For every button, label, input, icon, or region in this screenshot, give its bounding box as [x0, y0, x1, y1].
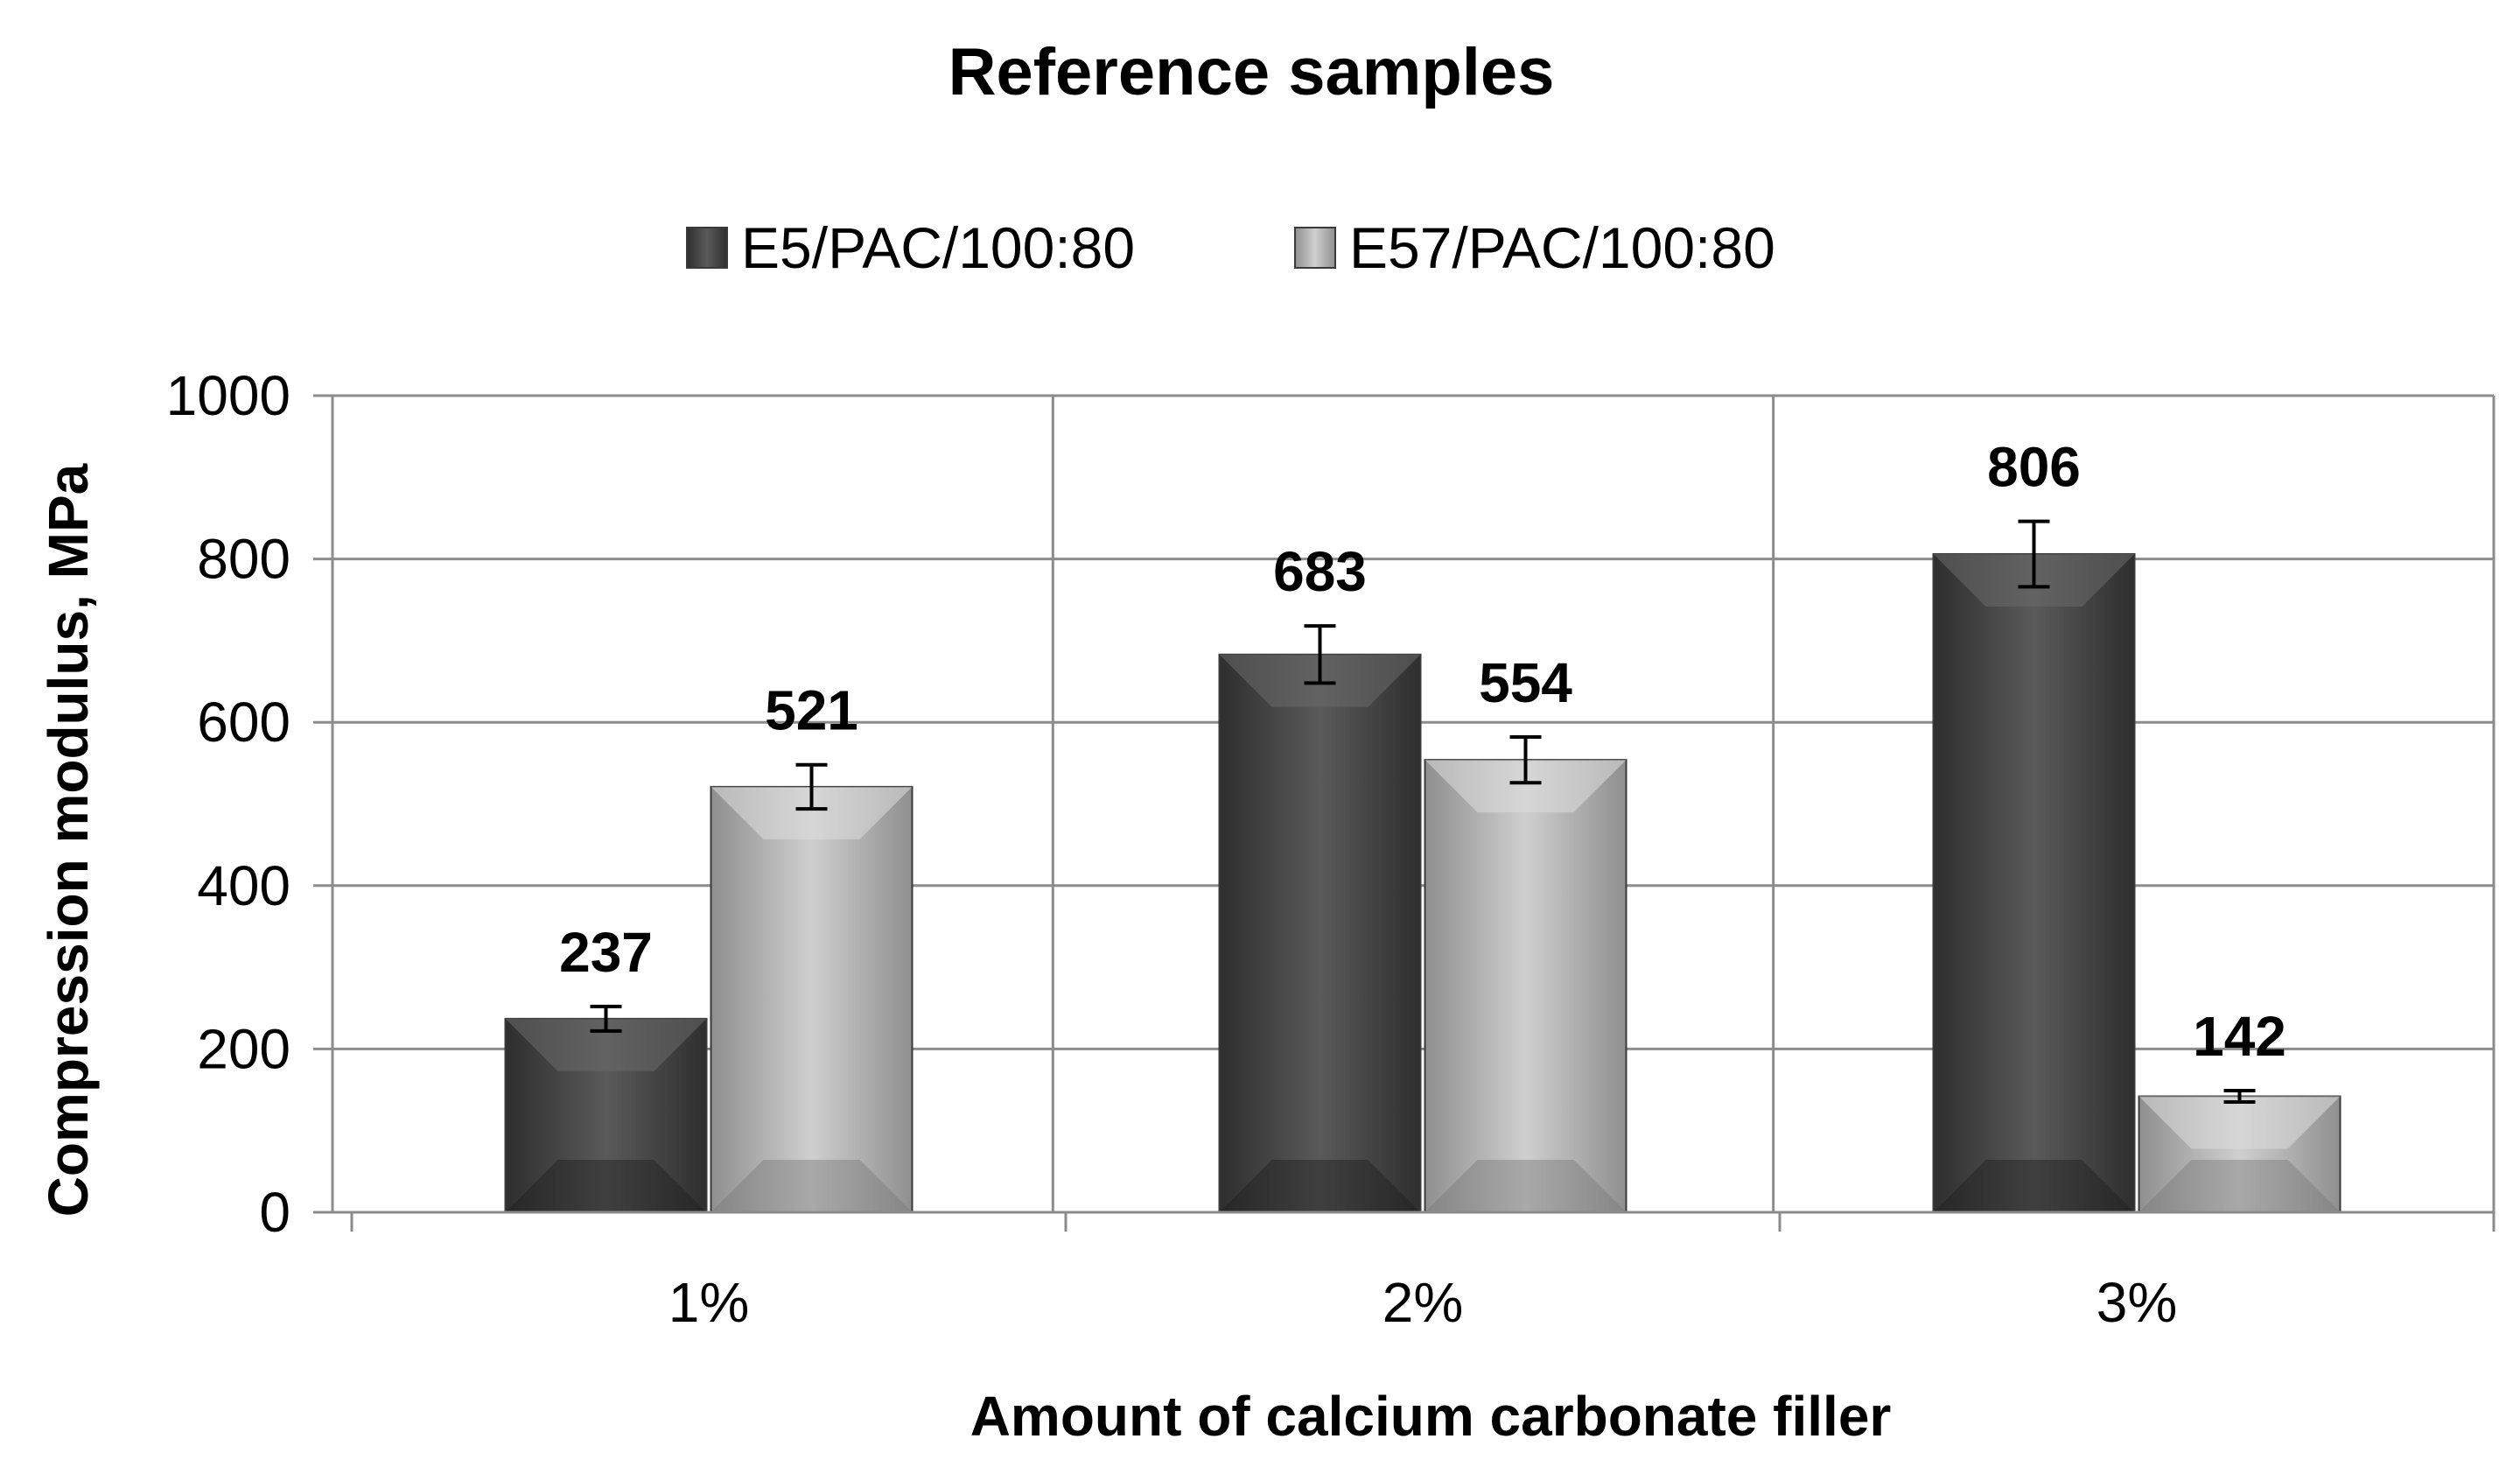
x-axis-ticks: 1% 2% 3% — [332, 1211, 2496, 1334]
bar-2-1% — [710, 785, 914, 1213]
legend-item-2: E57/PAC/100:80 — [1294, 215, 1775, 280]
data-label-1-3%: 806 — [1987, 436, 2081, 499]
bar-bevel-bottom — [2138, 1160, 2341, 1212]
y-axis-label: Compression modulus, MPa — [37, 463, 100, 1217]
error-bar-1-1% — [590, 1004, 622, 1033]
x-tick-label: 1% — [668, 1271, 750, 1334]
y-tick-label: 400 — [197, 854, 290, 917]
bar-1-1% — [504, 1017, 708, 1214]
error-bars — [590, 519, 2256, 1105]
error-bar-2-1% — [795, 762, 828, 811]
data-labels: 237 521 683 554 806 142 — [559, 436, 2286, 1068]
bar-bevel-top — [505, 1018, 707, 1071]
chart-title: Reference samples — [948, 35, 1555, 109]
error-bar-2-3% — [2223, 1088, 2256, 1105]
legend-swatch — [686, 227, 728, 269]
error-bar-2-2% — [1509, 734, 1542, 785]
y-tick-label: 200 — [197, 1017, 290, 1080]
data-label-2-1%: 521 — [765, 679, 858, 742]
bar-bevel-bottom — [505, 1160, 707, 1212]
bars — [504, 553, 2342, 1214]
y-axis-ticks: 0 200 400 600 800 1000 — [166, 364, 332, 1244]
bar-2-3% — [2138, 1095, 2342, 1214]
error-bar-1-2% — [1304, 624, 1336, 685]
legend: E5/PAC/100:80 E57/PAC/100:80 — [686, 215, 1775, 280]
bar-bevel-top — [2138, 1096, 2341, 1149]
legend-label: E5/PAC/100:80 — [741, 215, 1135, 280]
bar-2-2% — [1424, 759, 1628, 1213]
data-label-2-2%: 554 — [1479, 651, 1572, 714]
bar-body — [1218, 653, 1422, 1213]
bar-bevel-bottom — [1219, 1160, 1421, 1212]
x-tick-label: 3% — [2096, 1271, 2178, 1334]
bar-bevel-top — [1424, 760, 1627, 813]
bar-body — [1424, 759, 1628, 1213]
y-tick-label: 1000 — [166, 364, 290, 427]
y-tick-label: 600 — [197, 691, 290, 754]
bar-body — [1932, 553, 2136, 1213]
bar-1-2% — [1218, 653, 1422, 1213]
data-label-1-2%: 683 — [1273, 540, 1367, 603]
legend-swatch — [1294, 227, 1336, 269]
x-axis-label: Amount of calcium carbonate filler — [970, 1385, 1892, 1448]
x-tick-label: 2% — [1382, 1271, 1464, 1334]
y-tick-label: 800 — [197, 528, 290, 591]
y-tick-label: 0 — [259, 1181, 290, 1244]
error-bar-1-3% — [2018, 519, 2050, 589]
bar-bevel-bottom — [710, 1160, 913, 1212]
bar-bevel-bottom — [1933, 1160, 2135, 1212]
data-label-1-1%: 237 — [559, 921, 653, 984]
legend-item-1: E5/PAC/100:80 — [686, 215, 1135, 280]
bar-bevel-top — [710, 786, 913, 839]
bar-1-3% — [1932, 553, 2136, 1213]
legend-label: E57/PAC/100:80 — [1349, 215, 1775, 280]
bar-bevel-bottom — [1424, 1160, 1627, 1212]
bar-body — [710, 785, 914, 1213]
data-label-2-3%: 142 — [2193, 1005, 2286, 1068]
